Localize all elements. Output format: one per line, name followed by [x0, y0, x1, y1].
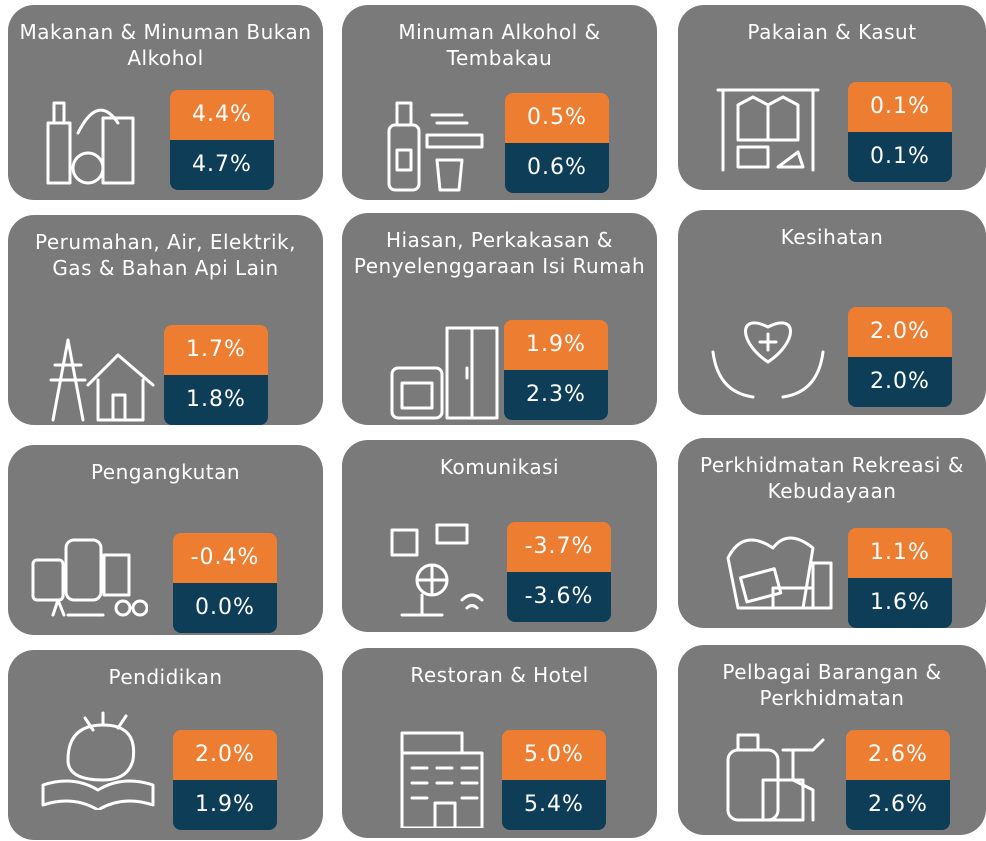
category-card: Pakaian & Kasut 0.1% 0.1%	[678, 5, 986, 190]
top-value: 1.1%	[848, 528, 952, 578]
card-title: Makanan & Minuman Bukan Alkohol	[19, 20, 312, 70]
card-title: Perumahan, Air, Elektrik, Gas & Bahan Ap…	[35, 230, 296, 280]
category-icon	[31, 538, 148, 617]
top-value: -0.4%	[173, 533, 277, 583]
category-card: Restoran & Hotel 5.0% 5.4%	[342, 648, 657, 838]
category-icon	[41, 711, 155, 810]
bottom-value: 4.7%	[170, 140, 274, 190]
category-card: Pengangkutan -0.4% 0.0%	[8, 445, 323, 635]
bottom-value: 1.9%	[173, 780, 277, 830]
category-icon	[726, 733, 825, 822]
card-title: Hiasan, Perkakasan & Penyelenggaraan Isi…	[353, 228, 646, 278]
bottom-value: 1.8%	[164, 375, 268, 425]
category-icon	[716, 88, 820, 172]
category-card: Pendidikan 2.0% 1.9%	[8, 650, 323, 840]
card-title: Kesihatan	[780, 225, 884, 249]
category-card: Hiasan, Perkakasan & Penyelenggaraan Isi…	[342, 213, 657, 425]
category-icon	[726, 536, 833, 610]
top-value: 2.0%	[848, 307, 952, 357]
bottom-value: 2.0%	[848, 357, 952, 407]
category-card: Perumahan, Air, Elektrik, Gas & Bahan Ap…	[8, 215, 323, 425]
top-value: 5.0%	[502, 730, 606, 780]
card-title: Pakaian & Kasut	[747, 20, 917, 44]
top-value: 2.6%	[846, 730, 950, 780]
category-card: Minuman Alkohol & Tembakau 0.5% 0.6%	[342, 5, 657, 200]
category-icon	[390, 523, 484, 617]
card-title: Komunikasi	[439, 455, 560, 479]
bottom-value: 5.4%	[502, 780, 606, 830]
category-icon	[711, 321, 825, 399]
card-title: Perkhidmatan Rekreasi & Kebudayaan	[700, 453, 964, 503]
card-title: Minuman Alkohol & Tembakau	[398, 20, 601, 70]
category-card: Perkhidmatan Rekreasi & Kebudayaan 1.1% 1.…	[678, 438, 986, 628]
category-card: Makanan & Minuman Bukan Alkohol 4.4% 4.7%	[8, 5, 323, 200]
top-value: 0.5%	[505, 93, 609, 143]
bottom-value: 0.6%	[505, 143, 609, 193]
bottom-value: -3.6%	[507, 572, 611, 622]
top-value: 4.4%	[170, 90, 274, 140]
category-card: Kesihatan 2.0% 2.0%	[678, 210, 986, 415]
category-icon	[49, 338, 155, 422]
bottom-value: 2.6%	[846, 780, 950, 830]
bottom-value: 0.1%	[848, 132, 952, 182]
category-card: Komunikasi -3.7% -3.6%	[342, 440, 657, 632]
top-value: 1.9%	[504, 320, 608, 370]
top-value: 0.1%	[848, 82, 952, 132]
card-title: Pengangkutan	[90, 460, 241, 484]
bottom-value: 2.3%	[504, 370, 608, 420]
card-title: Pelbagai Barangan & Perkhidmatan	[722, 660, 942, 710]
category-icon	[46, 101, 135, 185]
bottom-value: 1.6%	[848, 578, 952, 628]
bottom-value: 0.0%	[173, 583, 277, 633]
category-icon	[387, 101, 484, 192]
category-icon	[390, 326, 499, 420]
top-value: -3.7%	[507, 522, 611, 572]
card-title: Restoran & Hotel	[410, 663, 589, 687]
top-value: 2.0%	[173, 730, 277, 780]
category-card: Pelbagai Barangan & Perkhidmatan 2.6% 2.6%	[678, 645, 986, 835]
top-value: 1.7%	[164, 325, 268, 375]
card-title: Pendidikan	[108, 665, 223, 689]
category-icon	[400, 731, 484, 828]
